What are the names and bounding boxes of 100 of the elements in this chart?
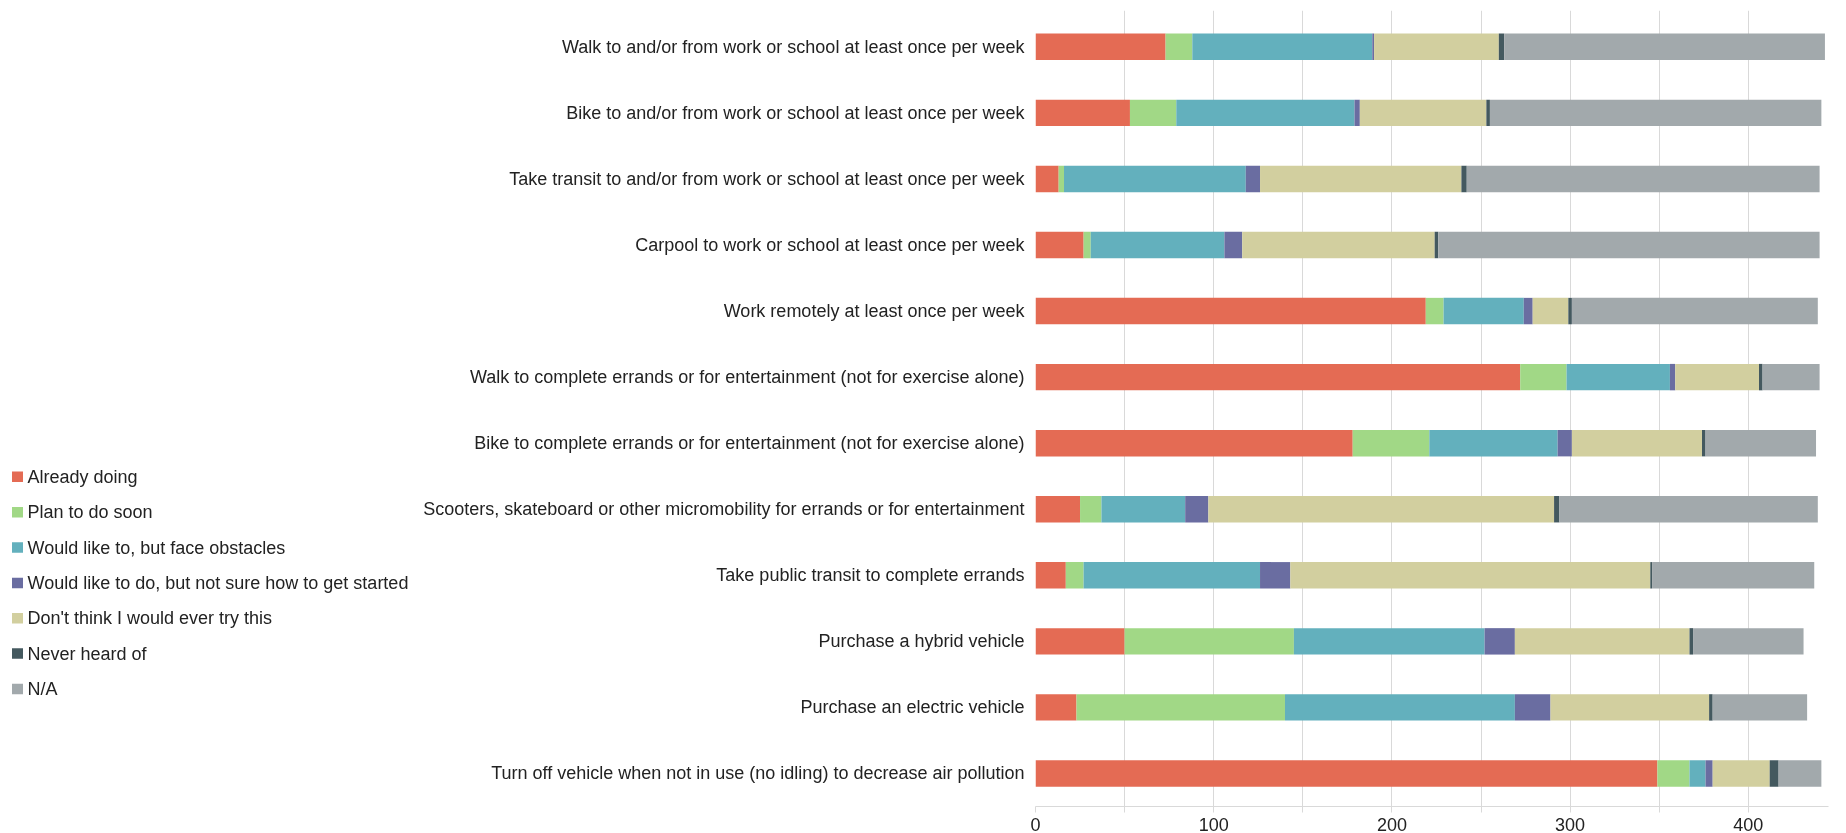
bar (1290, 562, 1651, 589)
bar (1568, 297, 1572, 325)
x-tick-label: 400 (1733, 814, 1764, 833)
y-tick-label: Purchase an electric vehicle (800, 697, 1025, 718)
bar (1260, 165, 1462, 193)
bar (1076, 694, 1285, 721)
bar (1260, 562, 1291, 589)
bar (1035, 562, 1066, 589)
bar (1083, 231, 1091, 259)
bar (1514, 694, 1551, 721)
bar (1532, 297, 1569, 325)
bar (1689, 760, 1706, 787)
bar (1035, 628, 1125, 655)
bar (1035, 363, 1521, 391)
bar (1035, 165, 1059, 193)
bar (1035, 33, 1166, 61)
y-tick-label: Scooters, skateboard or other micromobility for errands or for entertainment (423, 499, 1025, 520)
bar (1709, 694, 1713, 721)
legend-label: Never heard of (27, 643, 148, 664)
bar (1035, 694, 1077, 721)
bar (1035, 760, 1658, 787)
legend-label: N/A (27, 678, 58, 699)
y-tick-label: Take transit to and/or from work or school at least once per week (509, 168, 1026, 189)
bar (1429, 429, 1558, 457)
bar (1504, 33, 1825, 61)
bar (1693, 628, 1804, 655)
bar (1101, 496, 1186, 523)
bar (1484, 628, 1515, 655)
bar (1058, 165, 1065, 193)
bar (1554, 496, 1560, 523)
bar (1224, 231, 1243, 259)
y-tick-label: Walk to and/or from work or school at least once per week (561, 36, 1026, 57)
bar (1557, 429, 1572, 457)
bar (1185, 496, 1209, 523)
bar (1354, 99, 1360, 127)
y-tick-label: Take public transit to complete errands (716, 565, 1025, 586)
bar (1523, 297, 1533, 325)
bar (1176, 99, 1355, 127)
bar (1035, 231, 1084, 259)
bar (1284, 694, 1515, 721)
y-tick-label: Walk to complete errands or for entertainment (not for exercise alone) (469, 367, 1025, 388)
bar (1293, 628, 1485, 655)
bar (1762, 363, 1820, 391)
bar (1080, 496, 1102, 523)
y-tick-label: Bike to complete errands or for entertainment (not for exercise alone) (474, 433, 1025, 454)
x-tick-label: 300 (1555, 814, 1586, 833)
y-tick-label: Carpool to work or school at least once per week (635, 235, 1026, 256)
bar (1065, 562, 1084, 589)
bar (1245, 165, 1261, 193)
bar (1466, 165, 1820, 193)
bar (1124, 628, 1294, 655)
bar (1035, 429, 1353, 457)
bar (1559, 496, 1818, 523)
bar (1769, 760, 1779, 787)
bar (1192, 33, 1373, 61)
bar (1242, 231, 1435, 259)
bar (1705, 429, 1817, 457)
y-tick-label: Work remotely at least once per week (723, 301, 1026, 322)
y-tick-label: Turn off vehicle when not in use (no idling) to decrease air pollution (491, 763, 1025, 784)
bar (1778, 760, 1822, 787)
bar (1489, 99, 1822, 127)
legend-label: Don't think I would ever try this (27, 608, 273, 629)
bar (1035, 496, 1081, 523)
bar (1669, 363, 1676, 391)
bar (1652, 562, 1815, 589)
bar (1064, 165, 1246, 193)
bar (1208, 496, 1555, 523)
legend-label: Would like to do, but not sure how to get started (27, 572, 409, 593)
y-tick-label: Bike to and/or from work or school at least once per week (566, 102, 1026, 123)
legend-label: Plan to do soon (27, 502, 153, 523)
bar (1514, 628, 1690, 655)
bar (1374, 33, 1499, 61)
bar (1566, 363, 1670, 391)
x-tick-label: 100 (1198, 814, 1229, 833)
legend-label: Already doing (27, 466, 138, 487)
bar (1520, 363, 1567, 391)
bar (1090, 231, 1225, 259)
bar (1083, 562, 1261, 589)
bar (1571, 297, 1818, 325)
bar (1498, 33, 1505, 61)
legend-label: Would like to, but face obstacles (27, 537, 286, 558)
bar (1571, 429, 1702, 457)
bar (1359, 99, 1487, 127)
bar (1657, 760, 1690, 787)
bar (1712, 694, 1808, 721)
bar (1701, 429, 1706, 457)
bar (1165, 33, 1193, 61)
bar (1035, 99, 1130, 127)
bar (1705, 760, 1713, 787)
bar (1425, 297, 1444, 325)
bar (1675, 363, 1759, 391)
bar (1129, 99, 1177, 127)
bar (1352, 429, 1430, 457)
bar (1712, 760, 1770, 787)
bar (1486, 99, 1490, 127)
bar (1438, 231, 1820, 259)
x-tick-label: 200 (1376, 814, 1407, 833)
x-tick-label: 0 (1030, 814, 1041, 833)
bar (1035, 297, 1426, 325)
bar (1461, 165, 1467, 193)
